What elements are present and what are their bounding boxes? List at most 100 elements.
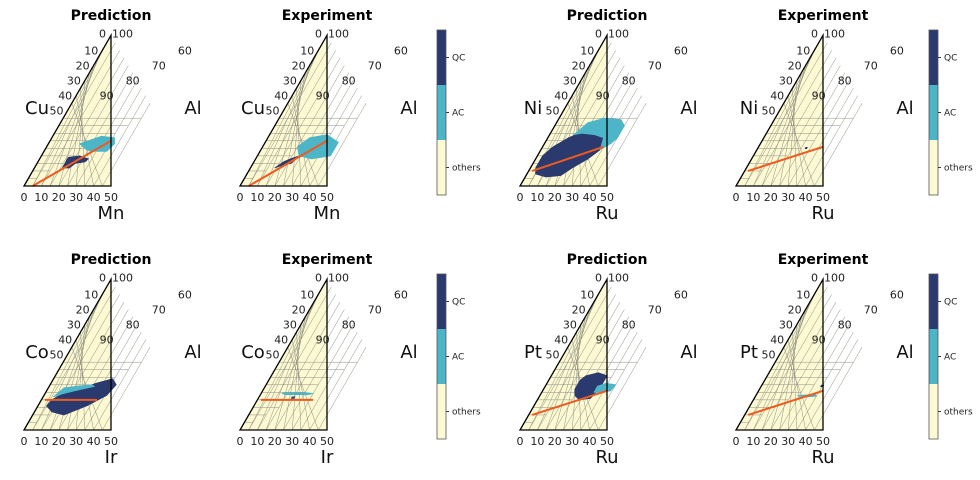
tick-label: 80 (126, 319, 140, 332)
right-element-label: Al (896, 342, 913, 363)
tick-label: 70 (648, 303, 662, 316)
tick-label: 20 (292, 303, 306, 316)
colorbar-label: others (452, 164, 481, 174)
bottom-element-label: Ru (811, 203, 834, 224)
tick-label: 30 (781, 435, 795, 448)
tick-label: 30 (69, 435, 83, 448)
colorbar-label: others (452, 408, 481, 418)
gridline (318, 346, 367, 431)
gridline (296, 88, 302, 187)
tick-label: 0 (811, 271, 818, 284)
left-element-label: Co (241, 342, 265, 363)
gridline (265, 301, 315, 431)
colorbar-frame (436, 29, 447, 196)
tick-label: 100 (824, 271, 845, 284)
tick-label: 100 (112, 271, 133, 284)
colorbar-label: AC (944, 353, 956, 363)
tick-label: 10 (580, 44, 594, 57)
panel-title: Prediction (567, 8, 648, 24)
gridline (287, 347, 319, 431)
tick-label: 40 (770, 334, 784, 347)
panel-title: Experiment (282, 252, 373, 268)
colorbar-segment-others (437, 140, 446, 195)
gridline (805, 339, 859, 431)
gridline (805, 95, 859, 187)
tick-label: 10 (580, 288, 594, 301)
tick-label: 40 (770, 90, 784, 103)
colorbar-segment-ac (929, 85, 938, 140)
panel-title: Experiment (778, 8, 869, 24)
gridline (779, 72, 845, 187)
colorbar-frame (928, 273, 939, 440)
region-qc (290, 396, 296, 399)
triangle-outline (518, 32, 608, 187)
gridline (589, 95, 643, 187)
colorbar-segment-ac (929, 329, 938, 384)
tick-label: 50 (104, 191, 118, 204)
tick-label: 50 (320, 435, 334, 448)
tick-label: 10 (530, 435, 544, 448)
region-qc (804, 147, 808, 150)
tick-label: 40 (303, 435, 317, 448)
left-element-label: Co (25, 342, 49, 363)
tick-label: 90 (596, 334, 610, 347)
colorbar-segment-qc (437, 274, 446, 329)
tick-label: 60 (394, 44, 408, 57)
gridline (792, 332, 798, 431)
tick-label: 10 (250, 191, 264, 204)
panel-title: Experiment (778, 252, 869, 268)
bottom-element-label: Mn (314, 203, 341, 224)
tick-label: 70 (864, 59, 878, 72)
tick-label: 30 (67, 75, 81, 88)
tick-label: 70 (368, 303, 382, 316)
colorbar-segment-qc (929, 274, 938, 329)
tick-label: 20 (292, 59, 306, 72)
gridline (248, 42, 332, 187)
right-element-label: Al (680, 342, 697, 363)
gridline (563, 316, 586, 431)
tick-label: 30 (563, 319, 577, 332)
gridline (296, 332, 302, 431)
gridline (318, 102, 367, 187)
gridline (779, 316, 845, 431)
gridline (84, 87, 142, 187)
gridline (783, 103, 815, 187)
tick-label: 0 (99, 271, 106, 284)
tick-label: 0 (811, 27, 818, 40)
tick-label: 20 (572, 303, 586, 316)
gridline (792, 88, 798, 187)
tick-label: 80 (838, 319, 852, 332)
tick-label: 0 (733, 191, 740, 204)
tick-label: 0 (595, 27, 602, 40)
tick-label: 10 (746, 191, 760, 204)
bottom-element-label: Ru (595, 447, 618, 468)
gridline (80, 88, 86, 187)
gridline (32, 42, 116, 187)
colorbar: QC AC others (928, 273, 973, 440)
gridline (283, 316, 306, 431)
right-element-label: Al (400, 98, 417, 119)
tick-label: 10 (250, 435, 264, 448)
grid-lines (740, 286, 863, 431)
left-element-label: Cu (241, 98, 265, 119)
panel-title: Prediction (71, 252, 152, 268)
gridline (814, 102, 863, 187)
composition-line (32, 139, 112, 187)
tick-label: 10 (530, 191, 544, 204)
gridline (528, 286, 603, 431)
tick-label: 0 (237, 435, 244, 448)
colorbar-label: others (944, 408, 973, 418)
colorbar-label: QC (944, 54, 957, 64)
tick-label: 70 (368, 59, 382, 72)
tick-label: 50 (546, 105, 560, 118)
tick-label: 50 (546, 349, 560, 362)
right-element-label: Al (680, 98, 697, 119)
gridline (796, 87, 854, 187)
tick-label: 90 (316, 334, 330, 347)
colorbar-segment-ac (437, 85, 446, 140)
tick-label: 30 (285, 191, 299, 204)
